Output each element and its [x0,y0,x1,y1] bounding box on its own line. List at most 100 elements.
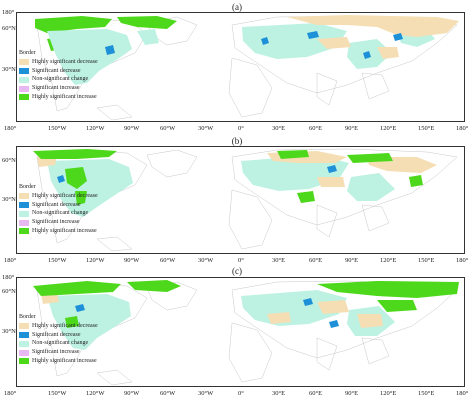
lon-tick: 30°E [272,390,286,397]
legend-swatch [19,349,29,356]
legend-label: Significant decrease [32,67,81,74]
legend-swatch [19,59,29,66]
legend-item: Highly significant decrease [19,192,98,201]
legend-item: Highly significant increase [19,227,98,236]
panel-b-legend: Border Highly significant decrease Signi… [19,183,98,236]
lon-tick: 150°W [48,125,67,132]
legend-item: Significant increase [19,218,98,227]
legend-item: Highly significant decrease [19,322,98,331]
lon-tick: 180° [4,125,17,132]
panel-c-lat-30: 30°N [2,328,16,335]
lon-tick: 180° [456,257,469,264]
legend-swatch [19,331,29,338]
lon-tick: 60°W [160,390,176,397]
lon-tick: 150°W [48,257,67,264]
legend-label: Significant increase [32,349,80,356]
lon-tick: 120°W [86,125,105,132]
legend-item: Significant decrease [19,201,98,210]
legend-item: Highly significant decrease [19,58,98,67]
legend-swatch [19,210,29,217]
panel-c-cyan-areas [47,290,395,350]
lon-tick: 180° [456,125,469,132]
panel-b-blue-areas [57,165,337,183]
legend-item: Significant decrease [19,67,98,76]
lon-tick: 30°E [272,257,286,264]
legend-label: Highly significant decrease [32,192,98,199]
lon-tick: 120°W [86,257,105,264]
legend-item: Non-significant change [19,209,98,218]
panel-a-lat-30: 30°N [2,66,16,73]
legend-label: Significant increase [32,219,80,226]
lon-tick: 0° [238,257,244,264]
lon-tick: 60°W [160,125,176,132]
legend-swatch [19,201,29,208]
lon-tick: 180° [456,390,469,397]
legend-swatch [19,323,29,330]
legend-label: Significant increase [32,85,80,92]
legend-label: Highly significant decrease [32,58,98,65]
panel-a-label: (a) [232,2,242,12]
legend-label: Highly significant decrease [32,322,98,329]
legend-label: Highly significant increase [32,93,97,100]
panel-b-map [33,148,458,252]
lon-tick: 150°W [48,390,67,397]
panel-b-green-areas [33,149,423,205]
lon-tick: 180° [4,390,17,397]
panel-b-label: (b) [231,136,243,146]
panel-c-map [33,280,459,386]
map-panel-c [16,277,465,387]
lon-tick: 90°E [345,257,359,264]
legend-item: Non-significant change [19,339,98,348]
panel-a-lat-top: 180° [2,9,15,16]
legend-label: Non-significant change [32,76,89,83]
panel-c-lat-60: 60°N [2,288,16,295]
panel-c-legend: Border Highly significant decrease Signi… [19,313,98,366]
legend-item: Significant decrease [19,331,98,340]
lon-tick: 90°W [124,390,140,397]
legend-item: Significant increase [19,84,98,93]
lon-tick: 60°E [309,125,323,132]
legend-title: Border [19,314,36,320]
lon-tick: 120°E [380,257,397,264]
lon-tick: 120°W [86,390,105,397]
lon-tick: 150°E [418,257,435,264]
legend-swatch [19,219,29,226]
panel-b-lat-30: 30°N [2,196,16,203]
legend-item: Significant increase [19,348,98,357]
lon-tick: 150°E [418,390,435,397]
legend-swatch [19,76,29,83]
lon-tick: 30°W [198,125,214,132]
legend-swatch [19,94,29,101]
legend-swatch [19,67,29,74]
legend-label: Highly significant increase [32,227,97,234]
legend-swatch [19,193,29,200]
lon-tick: 0° [238,125,244,132]
legend-label: Significant decrease [32,331,81,338]
lon-tick: 90°E [345,390,359,397]
panel-b-lon-axis: 180° 150°W 120°W 90°W 60°W 30°W 0° 30°E … [0,257,474,265]
lon-tick: 30°W [198,257,214,264]
legend-item: Highly significant increase [19,357,98,366]
legend-item: Non-significant change [19,75,98,84]
panel-a-legend: Border Highly significant decrease Signi… [19,49,98,102]
legend-label: Non-significant change [32,340,89,347]
legend-swatch [19,358,29,365]
lon-tick: 30°E [272,125,286,132]
lon-tick: 60°W [160,257,176,264]
panel-c-green-areas [33,280,459,328]
legend-item: Highly significant increase [19,93,98,102]
lon-tick: 120°E [380,125,397,132]
lon-tick: 120°E [380,390,397,397]
panel-c-blue-areas [75,298,339,328]
lon-tick: 60°E [309,390,323,397]
lon-tick: 30°W [198,390,214,397]
lon-tick: 90°W [124,257,140,264]
legend-swatch [19,85,29,92]
legend-swatch [19,340,29,347]
panel-c-lon-axis: 180° 150°W 120°W 90°W 60°W 30°W 0° 30°E … [0,390,474,398]
panel-c-label: (c) [232,266,242,276]
legend-title: Border [19,184,36,190]
panel-a-cyan-areas [47,23,435,85]
map-panel-b [16,146,465,254]
lon-tick: 0° [238,390,244,397]
